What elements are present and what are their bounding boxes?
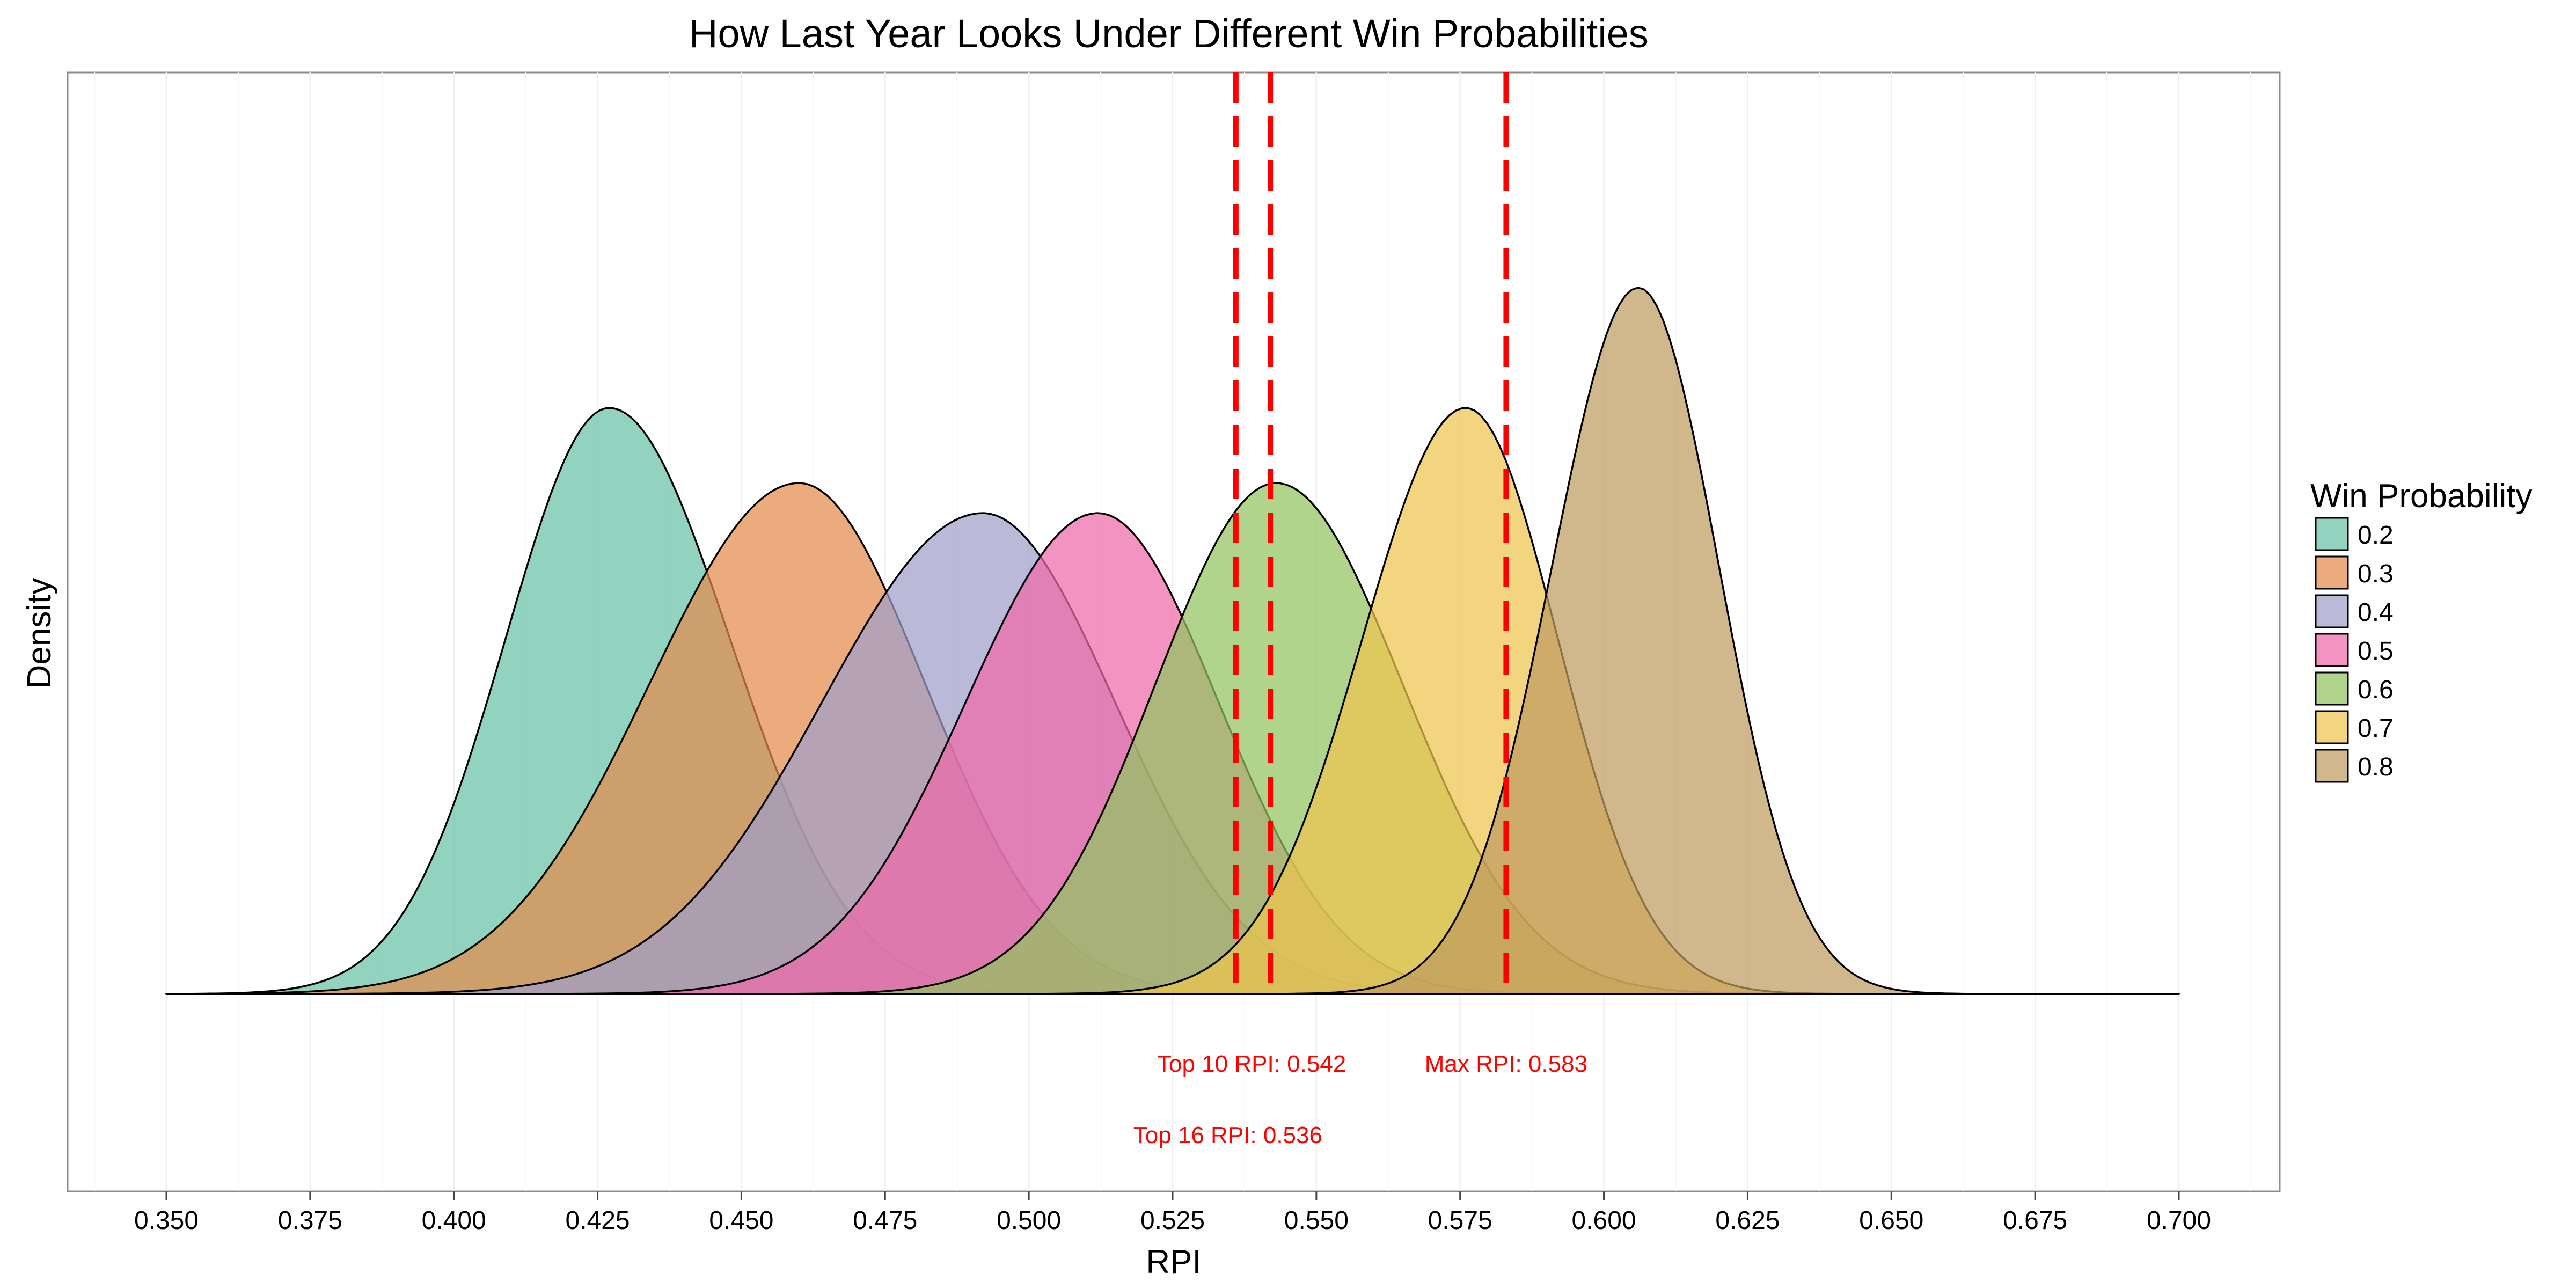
legend-items: 0.2 0.3 0.4 0.5 0.6 0.7 0.8: [2315, 517, 2394, 783]
density-curves: [165, 287, 2180, 995]
x-tick-label: 0.575: [1428, 1206, 1492, 1235]
x-tick-label: 0.400: [422, 1206, 486, 1235]
legend-label-0-8: 0.8: [2358, 753, 2394, 781]
chart-title: How Last Year Looks Under Different Win …: [689, 11, 1649, 56]
legend-swatch-0-3: [2315, 555, 2349, 590]
legend-swatch-0-5: [2315, 633, 2349, 667]
x-tick-label: 0.475: [853, 1206, 917, 1235]
legend-swatch-0-4: [2315, 594, 2349, 628]
y-axis-title: Density: [21, 578, 58, 689]
reference-label-2: Top 10 RPI: 0.542: [1157, 1051, 1346, 1077]
x-tick-label: 0.500: [997, 1206, 1061, 1235]
legend-swatch-0-8: [2315, 749, 2349, 783]
legend-label-0-3: 0.3: [2358, 560, 2394, 588]
legend-swatch-0-6: [2315, 671, 2349, 706]
reference-label-1: Top 16 RPI: 0.536: [1133, 1122, 1322, 1148]
x-tick-label: 0.700: [2147, 1206, 2211, 1235]
plot-area: Top 16 RPI: 0.536 Top 10 RPI: 0.542 Max RP…: [67, 71, 2281, 1192]
x-tick-label: 0.525: [1140, 1206, 1205, 1235]
x-tick-label: 0.625: [1715, 1206, 1780, 1235]
x-tick-label: 0.450: [709, 1206, 773, 1235]
legend-label-0-4: 0.4: [2358, 598, 2394, 627]
legend-label-0-5: 0.5: [2358, 637, 2394, 665]
x-tick-label: 0.425: [566, 1206, 630, 1235]
x-tick-label: 0.650: [1859, 1206, 1923, 1235]
reference-label-3: Max RPI: 0.583: [1425, 1051, 1587, 1077]
legend-title: Win Probability: [2310, 478, 2532, 515]
x-tick-label: 0.375: [278, 1206, 342, 1235]
legend-swatch-0-7: [2315, 710, 2349, 744]
x-axis: 0.350 0.375 0.400 0.425 0.450 0.475 0.500 0.525…: [134, 1191, 2211, 1235]
legend-swatch-0-2: [2315, 517, 2349, 551]
x-tick-label: 0.550: [1284, 1206, 1349, 1235]
legend-label-0-2: 0.2: [2358, 521, 2394, 550]
reference-annotations: Top 16 RPI: 0.536 Top 10 RPI: 0.542 Max RP…: [1133, 1051, 1587, 1148]
x-tick-label: 0.675: [2003, 1206, 2067, 1235]
x-tick-label: 0.350: [134, 1206, 199, 1235]
reference-lines: [1233, 72, 1509, 994]
legend: Win Probability 0.2 0.3 0.4 0.5 0.6 0.7 0.8: [2310, 478, 2532, 783]
x-tick-label: 0.600: [1572, 1206, 1636, 1235]
x-axis-title: RPI: [1146, 1243, 1201, 1280]
legend-label-0-6: 0.6: [2358, 676, 2394, 704]
legend-label-0-7: 0.7: [2358, 714, 2394, 743]
